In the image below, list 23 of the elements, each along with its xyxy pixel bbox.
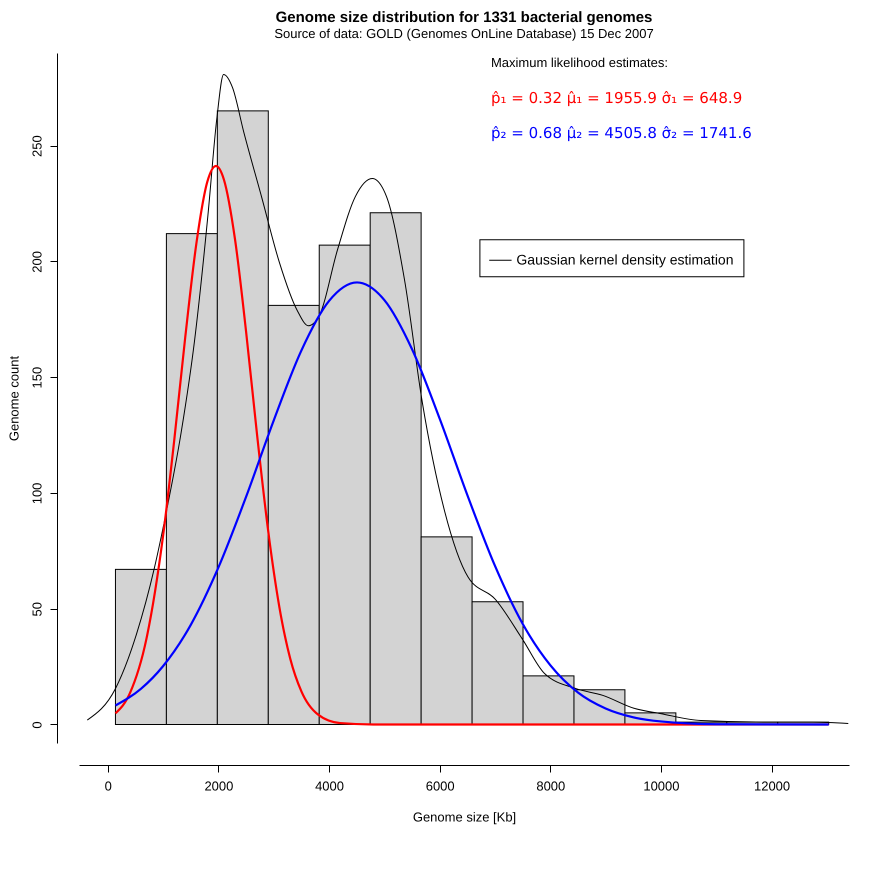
x-tick-label: 2000	[204, 778, 234, 794]
y-axis-title: Genome count	[6, 355, 22, 442]
legend-label: Gaussian kernel density estimation	[516, 251, 734, 268]
annotation: p̂₁ = 0.32 μ̂₁ = 1955.9 σ̂₁ = 648.9	[490, 89, 742, 107]
x-tick-label: 0	[104, 778, 112, 794]
line-series	[114, 281, 830, 726]
x-tick-label: 6000	[426, 778, 455, 794]
annotation: Maximum likelihood estimates:	[490, 55, 668, 70]
chart-title: Genome size distribution for 1331 bacterial genomes	[276, 9, 652, 26]
y-tick-label: 50	[30, 602, 44, 616]
annotation: p̂₂ = 0.68 μ̂₂ = 4505.8 σ̂₂ = 1741.6	[490, 124, 752, 142]
x-axis-title: Genome size [Kb]	[412, 810, 516, 824]
y-tick-label: 200	[30, 251, 44, 273]
x-tick-label: 12000	[754, 778, 790, 794]
x-tick-label: 4000	[315, 778, 344, 794]
chart-subtitle: Source of data: GOLD (Genomes OnLine Database) 15 Dec 2007	[274, 26, 654, 41]
x-tick-label: 10000	[643, 778, 680, 794]
y-tick-label: 0	[30, 721, 44, 729]
line-series	[86, 74, 849, 724]
y-tick-label: 250	[30, 135, 44, 157]
y-tick-label: 150	[30, 366, 44, 389]
y-tick-label: 100	[30, 482, 44, 504]
x-tick-label: 8000	[536, 778, 566, 794]
